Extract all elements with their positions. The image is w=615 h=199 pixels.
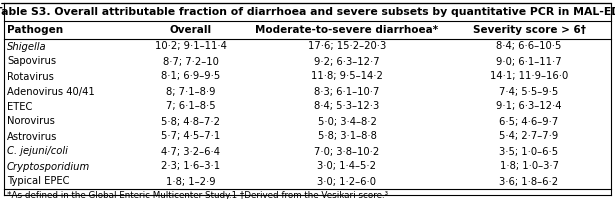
Text: Table S3. Overall attributable fraction of diarrhoea and severe subsets by quant: Table S3. Overall attributable fraction …	[0, 7, 615, 17]
Text: 9·1; 6·3–12·4: 9·1; 6·3–12·4	[496, 101, 562, 111]
Text: Pathogen: Pathogen	[7, 25, 63, 35]
Text: Rotavirus: Rotavirus	[7, 71, 54, 82]
Text: C. jejuni/coli: C. jejuni/coli	[7, 146, 68, 156]
Text: Severity score > 6†: Severity score > 6†	[472, 25, 585, 35]
Text: 6·5; 4·6–9·7: 6·5; 4·6–9·7	[499, 116, 558, 127]
Text: 5·8; 4·8–7·2: 5·8; 4·8–7·2	[161, 116, 220, 127]
Text: 7; 6·1–8·5: 7; 6·1–8·5	[166, 101, 215, 111]
Text: 8; 7·1–8·9: 8; 7·1–8·9	[166, 87, 215, 97]
Text: Norovirus: Norovirus	[7, 116, 55, 127]
Text: 8·4; 5·3–12·3: 8·4; 5·3–12·3	[314, 101, 379, 111]
Text: 3·6; 1·8–6·2: 3·6; 1·8–6·2	[499, 177, 558, 186]
Text: 8·3; 6·1–10·7: 8·3; 6·1–10·7	[314, 87, 379, 97]
Text: 9·2; 6·3–12·7: 9·2; 6·3–12·7	[314, 57, 380, 66]
Text: 5·0; 3·4–8·2: 5·0; 3·4–8·2	[317, 116, 376, 127]
Text: 1·8; 1–2·9: 1·8; 1–2·9	[166, 177, 215, 186]
Text: 3·5; 1·0–6·5: 3·5; 1·0–6·5	[499, 146, 558, 156]
Text: *As defined in the Global Enteric Multicenter Study.1 †Derived from the Vesikari: *As defined in the Global Enteric Multic…	[7, 191, 388, 199]
Text: Adenovirus 40/41: Adenovirus 40/41	[7, 87, 95, 97]
Text: Shigella: Shigella	[7, 42, 47, 52]
Text: 8·4; 6·6–10·5: 8·4; 6·6–10·5	[496, 42, 561, 52]
Text: 3·0; 1·4–5·2: 3·0; 1·4–5·2	[317, 162, 376, 172]
Text: 7·4; 5·5–9·5: 7·4; 5·5–9·5	[499, 87, 558, 97]
Text: 11·8; 9·5–14·2: 11·8; 9·5–14·2	[311, 71, 383, 82]
Text: 2·3; 1·6–3·1: 2·3; 1·6–3·1	[161, 162, 220, 172]
Text: 8·1; 6·9–9·5: 8·1; 6·9–9·5	[161, 71, 220, 82]
Text: Overall: Overall	[170, 25, 212, 35]
Text: Moderate-to-severe diarrhoea*: Moderate-to-severe diarrhoea*	[255, 25, 438, 35]
Text: ETEC: ETEC	[7, 101, 33, 111]
Text: 17·6; 15·2–20·3: 17·6; 15·2–20·3	[308, 42, 386, 52]
Text: Typical EPEC: Typical EPEC	[7, 177, 69, 186]
Text: 5·4; 2·7–7·9: 5·4; 2·7–7·9	[499, 132, 558, 141]
Text: 5·8; 3·1–8·8: 5·8; 3·1–8·8	[317, 132, 376, 141]
Text: Cryptosporidium: Cryptosporidium	[7, 162, 90, 172]
Text: 3·0; 1·2–6·0: 3·0; 1·2–6·0	[317, 177, 376, 186]
Text: Sapovirus: Sapovirus	[7, 57, 56, 66]
Text: 5·7; 4·5–7·1: 5·7; 4·5–7·1	[161, 132, 220, 141]
Text: 8·7; 7·2–10: 8·7; 7·2–10	[163, 57, 218, 66]
Text: 14·1; 11·9–16·0: 14·1; 11·9–16·0	[490, 71, 568, 82]
Text: 10·2; 9·1–11·4: 10·2; 9·1–11·4	[155, 42, 226, 52]
Text: 7·0; 3·8–10·2: 7·0; 3·8–10·2	[314, 146, 379, 156]
Text: 9·0; 6·1–11·7: 9·0; 6·1–11·7	[496, 57, 562, 66]
Text: 1·8; 1·0–3·7: 1·8; 1·0–3·7	[499, 162, 558, 172]
Text: 4·7; 3·2–6·4: 4·7; 3·2–6·4	[161, 146, 220, 156]
Text: Astrovirus: Astrovirus	[7, 132, 57, 141]
